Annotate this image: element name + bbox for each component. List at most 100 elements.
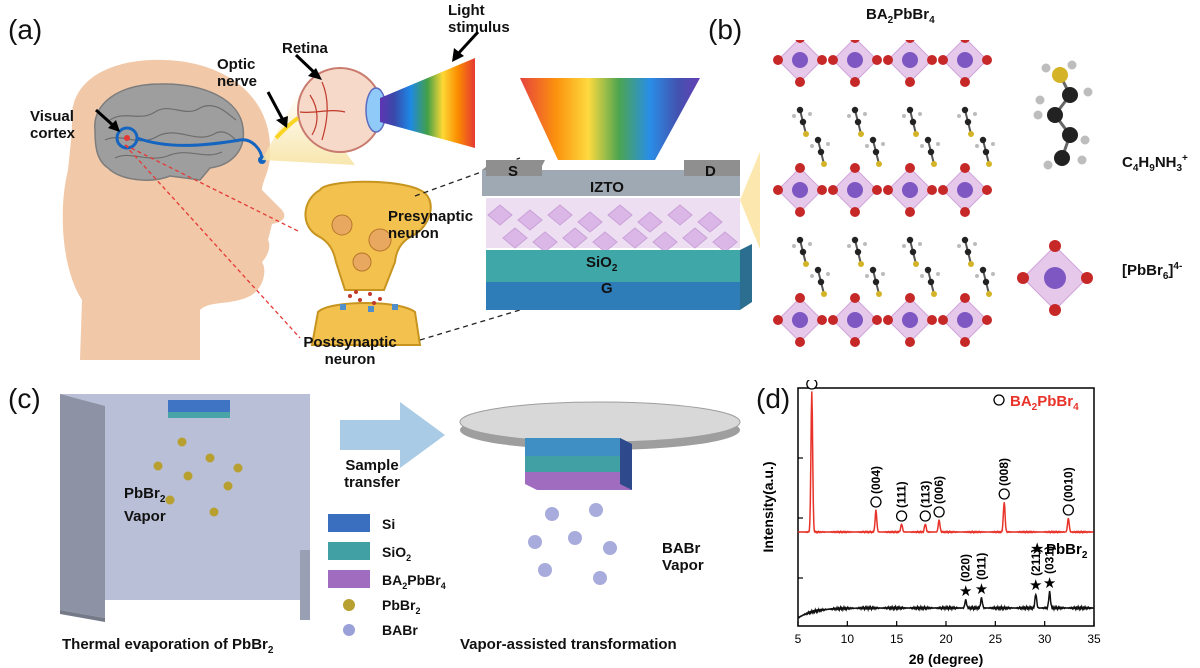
izto-label: IZTO — [590, 179, 624, 196]
br-atom — [828, 185, 838, 195]
x-tick-label: 25 — [989, 632, 1003, 646]
x-tick-label: 10 — [841, 632, 855, 646]
hydrogen-atom — [826, 272, 830, 276]
pb-atom — [792, 52, 808, 68]
molecule-hydrogen — [1043, 160, 1053, 170]
legend-star-marker: ★ — [1030, 541, 1044, 558]
molecule-atom — [1047, 107, 1063, 123]
peak-marker-ba2pbbr4 — [998, 488, 1010, 500]
chamber-substrate-oxide — [168, 412, 230, 418]
carbon-atom — [799, 248, 807, 256]
peak-marker-ba2pbbr4 — [806, 380, 818, 390]
carbon-atom — [961, 236, 969, 244]
pb-atom — [847, 312, 863, 328]
peak-marker-pbbr2: ★ — [1029, 577, 1042, 594]
br-atom — [927, 55, 937, 65]
legend-pbbr2-label: PbBr2 — [382, 597, 421, 616]
nitrogen-atom — [803, 261, 809, 267]
br-atom — [795, 337, 805, 347]
pb-atom — [902, 312, 918, 328]
br-atom — [817, 315, 827, 325]
receptor — [392, 304, 398, 310]
carbon-atom — [817, 278, 825, 286]
pb-atom — [792, 312, 808, 328]
vesicle — [331, 214, 353, 236]
pb-atom — [1044, 267, 1066, 289]
x-tick-label: 5 — [795, 632, 802, 646]
dashed-line-device-bottom — [419, 309, 521, 341]
optic-nerve — [274, 116, 300, 140]
br-atom — [795, 40, 805, 43]
br-atom — [795, 77, 805, 87]
hydrogen-atom — [792, 244, 796, 248]
legend-ba2pbbr4: BA2PbBr4 — [1010, 393, 1079, 413]
pbbr2-particles — [153, 437, 243, 517]
nitrogen-atom — [931, 291, 937, 297]
panel-label-b: (b) — [708, 14, 743, 45]
dashed-line-pre — [124, 144, 301, 233]
carbon-atom — [906, 236, 914, 244]
br-atom — [872, 55, 882, 65]
molecule-hydrogen — [1035, 95, 1045, 105]
molecule-hydrogen — [1041, 63, 1051, 73]
pb-atom — [792, 182, 808, 198]
br-atom — [795, 293, 805, 303]
br-atom — [982, 55, 992, 65]
molecule-hydrogen — [1080, 135, 1090, 145]
pb-atom — [957, 52, 973, 68]
stack-side — [620, 438, 632, 490]
peak-label-ba2pbbr4: (008) — [997, 458, 1011, 486]
br-atom — [1049, 240, 1061, 252]
carbon-atom — [869, 266, 877, 274]
hydrogen-atom — [810, 274, 814, 278]
peak-marker-ba2pbbr4 — [933, 506, 945, 518]
peak-label-pbbr2: (211) — [1029, 549, 1043, 576]
peak-label-ba2pbbr4: (004) — [869, 466, 883, 494]
babr-vapor-label: BABr Vapor — [662, 540, 704, 574]
molecule-atom — [1062, 87, 1078, 103]
hydrogen-atom — [920, 144, 924, 148]
nitrogen-atom — [821, 161, 827, 167]
nitrogen-atom — [986, 291, 992, 297]
br-atom — [905, 293, 915, 303]
crystal-title: BA2PbBr4 — [866, 6, 935, 26]
receptor — [368, 306, 374, 312]
hydrogen-atom — [810, 144, 814, 148]
legend-pbbr2-dot — [343, 599, 355, 611]
optic-pathway — [136, 136, 264, 161]
br-atom — [982, 185, 992, 195]
panel-a-illustration — [62, 30, 760, 360]
br-atom — [850, 40, 860, 43]
carbon-atom — [796, 106, 804, 114]
molecule-atom — [1054, 150, 1070, 166]
br-atom — [960, 337, 970, 347]
peak-label-pbbr2: (011) — [975, 553, 989, 580]
x-tick-label: 35 — [1087, 632, 1101, 646]
legend-sio2-label: SiO2 — [382, 544, 412, 563]
hydrogen-atom — [936, 272, 940, 276]
carbon-atom — [854, 248, 862, 256]
sio2-label: SiO2 — [586, 254, 618, 274]
hydrogen-atom — [918, 112, 922, 116]
carbon-atom — [817, 148, 825, 156]
br-atom — [850, 293, 860, 303]
br-atom — [850, 207, 860, 217]
br-atom — [850, 337, 860, 347]
hydrogen-atom — [881, 142, 885, 146]
carbon-atom — [982, 148, 990, 156]
legend-babr-label: BABr — [382, 622, 418, 638]
pb-atom — [957, 312, 973, 328]
peak-marker-pbbr2: ★ — [975, 581, 988, 598]
legend-ba2pbbr4-swatch — [328, 570, 370, 588]
br-atom — [795, 207, 805, 217]
carbon-atom — [961, 106, 969, 114]
peak-marker-pbbr2: ★ — [1043, 575, 1056, 592]
hydrogen-atom — [975, 274, 979, 278]
hydrogen-atom — [826, 142, 830, 146]
optic-nerve-arrow — [266, 91, 286, 123]
nitrogen-atom — [986, 161, 992, 167]
carbon-atom — [964, 118, 972, 126]
hydrogen-atom — [792, 114, 796, 118]
legend-babr-dot — [343, 624, 355, 636]
hydrogen-atom — [920, 274, 924, 278]
